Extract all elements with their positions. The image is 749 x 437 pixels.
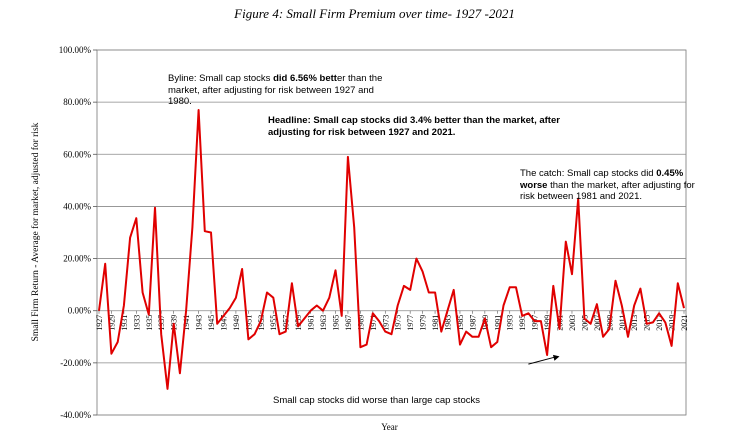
x-tick-label: 1967 xyxy=(344,315,353,331)
y-tick-label: 40.00% xyxy=(63,201,91,211)
x-tick-label: 1937 xyxy=(157,315,166,331)
headline-annotation: Headline: Small cap stocks did 3.4% bett… xyxy=(268,115,560,138)
x-tick-label: 1949 xyxy=(232,315,241,331)
x-tick-label: 1983 xyxy=(444,315,453,331)
x-tick-label: 1979 xyxy=(419,315,428,331)
x-tick-label: 1981 xyxy=(431,315,440,331)
y-tick-label: -40.00% xyxy=(60,410,91,420)
catch-annotation: The catch: Small cap stocks did 0.45% wo… xyxy=(520,168,705,203)
figure-title: Figure 4: Small Firm Premium over time- … xyxy=(234,6,515,21)
x-tick-label: 2005 xyxy=(580,315,589,331)
x-tick-label: 1999 xyxy=(543,315,552,331)
byline-text-pre: Byline: Small cap stocks xyxy=(168,73,274,84)
x-tick-label: 2007 xyxy=(593,315,602,331)
x-tick-label: 1927 xyxy=(95,315,104,331)
annotation-arrow-head xyxy=(552,354,560,361)
series-line xyxy=(98,109,685,390)
x-tick-label: 1969 xyxy=(356,315,365,331)
byline-annotation: Byline: Small cap stocks did 6.56% bette… xyxy=(168,73,398,108)
y-tick-label: 20.00% xyxy=(63,254,91,264)
x-tick-label: 1987 xyxy=(468,315,477,331)
x-tick-label: 1961 xyxy=(307,315,316,331)
x-tick-label: 1993 xyxy=(506,315,515,331)
y-tick-label: 80.00% xyxy=(63,97,91,107)
y-tick-label: 0.00% xyxy=(68,306,92,316)
y-axis-label: Small Firm Return - Average for market, … xyxy=(31,122,41,342)
y-tick-label: 100.00% xyxy=(59,45,92,55)
x-tick-label: 1995 xyxy=(518,315,527,331)
x-tick-label: 1975 xyxy=(394,315,403,331)
x-tick-label: 1971 xyxy=(369,315,378,331)
x-tick-label: 2011 xyxy=(618,315,627,331)
x-tick-label: 1991 xyxy=(493,315,502,331)
x-tick-label: 1997 xyxy=(531,315,540,331)
x-tick-label: 1941 xyxy=(182,315,191,331)
x-tick-label: 1965 xyxy=(331,315,340,331)
x-tick-label: 2017 xyxy=(655,315,664,331)
annotation-arrow-shaft xyxy=(528,356,556,365)
x-tick-label: 2021 xyxy=(680,315,689,331)
x-tick-label: 1953 xyxy=(257,315,266,331)
x-tick-label: 1985 xyxy=(456,315,465,331)
x-tick-label: 1947 xyxy=(219,315,228,331)
x-tick-label: 2003 xyxy=(568,315,577,331)
x-tick-label: 1929 xyxy=(107,315,116,331)
x-tick-label: 1933 xyxy=(132,315,141,331)
catch-text-bold: 0.45% worse xyxy=(520,168,684,191)
x-tick-label: 1963 xyxy=(319,315,328,331)
x-tick-label: 1955 xyxy=(269,315,278,331)
y-tick-label: -20.00% xyxy=(60,358,91,368)
worse-annotation: Small cap stocks did worse than large ca… xyxy=(273,395,480,406)
catch-text-pre: The catch: Small cap stocks did xyxy=(520,168,657,179)
y-tick-label: 60.00% xyxy=(63,149,91,159)
x-tick-label: 1977 xyxy=(406,315,415,331)
byline-text-bold: did 6.56% bett xyxy=(273,73,337,84)
x-tick-label: 1939 xyxy=(170,315,179,331)
x-tick-label: 1959 xyxy=(294,315,303,331)
catch-text-post: than the market, after adjusting for ris… xyxy=(520,179,695,203)
x-tick-label: 2019 xyxy=(668,315,677,331)
x-axis-label: Year xyxy=(381,422,398,432)
x-tick-label: 1931 xyxy=(120,315,129,331)
x-tick-label: 1935 xyxy=(145,315,154,331)
x-tick-label: 1973 xyxy=(381,315,390,331)
x-tick-label: 1945 xyxy=(207,315,216,331)
x-tick-label: 2013 xyxy=(630,315,639,331)
x-tick-label: 1951 xyxy=(244,315,253,331)
byline-text-post: er than the market, after adjusting for … xyxy=(168,73,383,107)
x-tick-label: 1943 xyxy=(195,315,204,331)
